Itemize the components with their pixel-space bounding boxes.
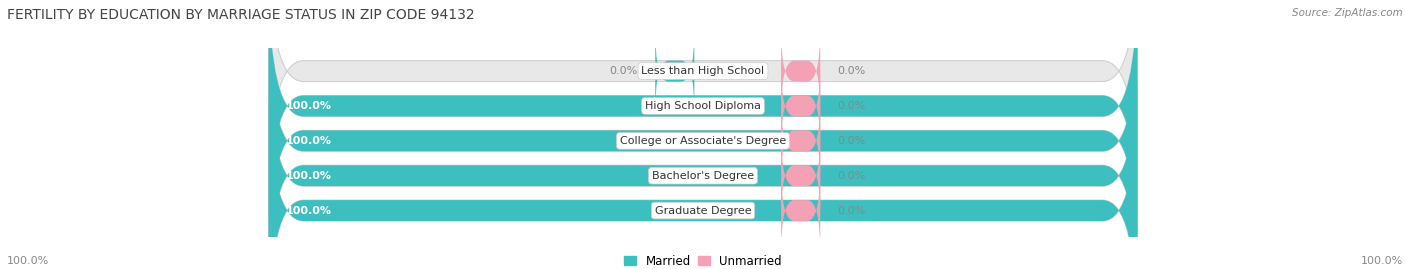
Text: 100.0%: 100.0% xyxy=(287,136,332,146)
FancyBboxPatch shape xyxy=(782,134,820,218)
FancyBboxPatch shape xyxy=(655,29,695,113)
FancyBboxPatch shape xyxy=(269,0,1137,200)
FancyBboxPatch shape xyxy=(269,47,1137,269)
Text: FERTILITY BY EDUCATION BY MARRIAGE STATUS IN ZIP CODE 94132: FERTILITY BY EDUCATION BY MARRIAGE STATU… xyxy=(7,8,475,22)
Text: 100.0%: 100.0% xyxy=(1361,256,1403,266)
Text: Bachelor's Degree: Bachelor's Degree xyxy=(652,171,754,181)
Text: 0.0%: 0.0% xyxy=(610,66,638,76)
FancyBboxPatch shape xyxy=(782,99,820,183)
FancyBboxPatch shape xyxy=(269,82,1137,269)
FancyBboxPatch shape xyxy=(782,29,820,113)
Text: High School Diploma: High School Diploma xyxy=(645,101,761,111)
Text: 0.0%: 0.0% xyxy=(838,101,866,111)
Text: 0.0%: 0.0% xyxy=(838,66,866,76)
Text: College or Associate's Degree: College or Associate's Degree xyxy=(620,136,786,146)
FancyBboxPatch shape xyxy=(269,12,1137,269)
FancyBboxPatch shape xyxy=(269,12,1137,269)
FancyBboxPatch shape xyxy=(782,169,820,252)
Text: 0.0%: 0.0% xyxy=(838,171,866,181)
Text: 0.0%: 0.0% xyxy=(838,136,866,146)
Legend: Married, Unmarried: Married, Unmarried xyxy=(620,250,786,269)
Text: 100.0%: 100.0% xyxy=(287,206,332,215)
FancyBboxPatch shape xyxy=(269,0,1137,235)
FancyBboxPatch shape xyxy=(269,0,1137,235)
Text: 100.0%: 100.0% xyxy=(287,171,332,181)
Text: Source: ZipAtlas.com: Source: ZipAtlas.com xyxy=(1292,8,1403,18)
Text: 100.0%: 100.0% xyxy=(7,256,49,266)
Text: Less than High School: Less than High School xyxy=(641,66,765,76)
FancyBboxPatch shape xyxy=(269,47,1137,269)
Text: 0.0%: 0.0% xyxy=(838,206,866,215)
Text: 100.0%: 100.0% xyxy=(287,101,332,111)
FancyBboxPatch shape xyxy=(269,82,1137,269)
Text: Graduate Degree: Graduate Degree xyxy=(655,206,751,215)
FancyBboxPatch shape xyxy=(782,64,820,148)
